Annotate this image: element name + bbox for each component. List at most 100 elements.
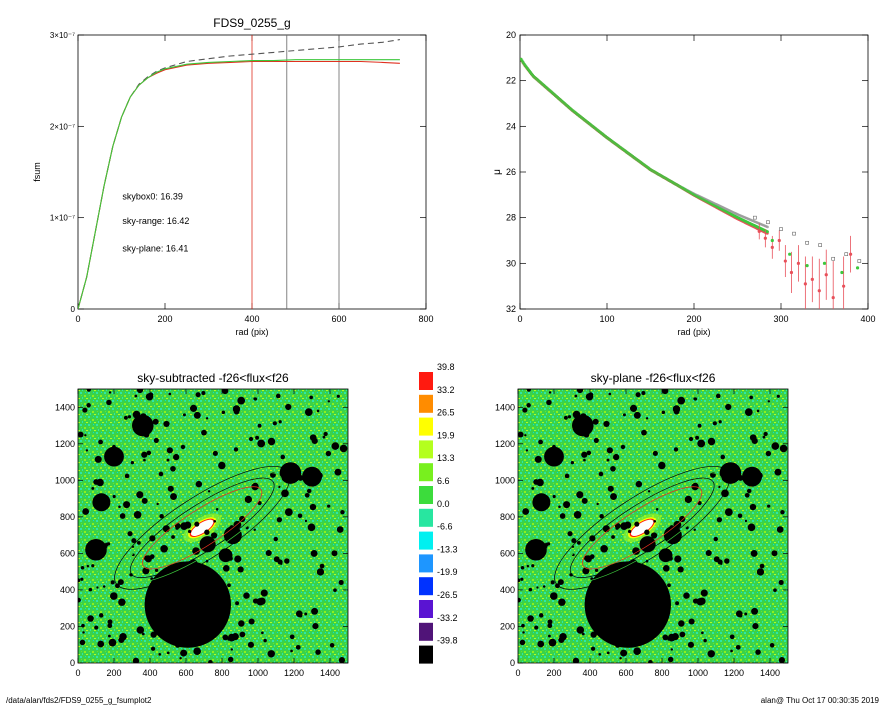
star-mask <box>645 417 649 420</box>
star-mask <box>78 431 84 438</box>
aperture-ellipse <box>114 465 291 590</box>
star-mask-large <box>572 414 594 437</box>
star-mask <box>237 566 244 573</box>
colorbar-swatch-0 <box>419 372 433 390</box>
star-mask <box>650 532 658 539</box>
star-mask <box>521 623 525 628</box>
star-mask <box>93 479 100 485</box>
star-mask <box>620 522 629 531</box>
colorbar-swatch-1 <box>419 394 433 413</box>
colorbar-swatch-12 <box>419 645 433 664</box>
star-mask <box>88 587 93 592</box>
star-mask <box>247 641 255 648</box>
star-mask <box>779 444 788 453</box>
image-title: sky-plane -f26<flux<f26 <box>591 371 716 385</box>
star-mask <box>322 435 326 439</box>
star-mask <box>339 444 348 453</box>
outer-point <box>796 261 801 265</box>
star-mask <box>518 597 521 603</box>
star-mask <box>227 656 234 663</box>
colorbar-label-0: 39.8 <box>437 362 455 372</box>
star-mask <box>91 486 95 490</box>
star-mask <box>278 420 282 424</box>
star-mask <box>316 409 320 413</box>
star-mask <box>331 550 338 557</box>
star-mask <box>531 564 535 568</box>
star-mask <box>136 626 145 634</box>
y-tick-label: 0 <box>71 305 76 314</box>
star-mask <box>106 399 112 406</box>
y-tick-label: 30 <box>506 258 516 268</box>
image-sky-plane: sky-plane -f26<flux<f26 0 200 400 600 800 1000… <box>495 371 789 678</box>
star-mask <box>594 568 599 573</box>
star-mask <box>598 471 604 477</box>
star-mask <box>304 519 308 523</box>
x-tick-label: 200 <box>106 668 121 678</box>
star-mask <box>522 508 530 515</box>
star-mask <box>248 618 255 625</box>
star-mask <box>227 637 231 641</box>
star-mask <box>275 393 281 399</box>
star-mask <box>280 454 286 460</box>
galaxy <box>183 513 222 543</box>
star-mask <box>233 447 239 452</box>
x-tick-label: 200 <box>546 668 561 678</box>
y-tick-label: 800 <box>60 512 75 522</box>
star-mask <box>256 597 265 606</box>
x-tick-label: 800 <box>418 314 433 324</box>
star-mask <box>538 613 544 618</box>
star-mask <box>329 643 335 648</box>
star-mask <box>265 549 272 557</box>
star-mask <box>201 391 206 396</box>
star-mask <box>678 620 685 627</box>
star-mask-large <box>85 538 107 561</box>
star-mask <box>522 407 528 413</box>
star-mask <box>531 486 535 490</box>
star-mask <box>173 453 180 461</box>
star-mask <box>289 634 295 640</box>
star-mask <box>91 564 95 568</box>
star-mask <box>304 612 308 616</box>
star-mask <box>755 649 761 655</box>
star-mask <box>688 618 695 625</box>
star-mask <box>153 437 159 444</box>
star-mask <box>771 550 778 557</box>
y-tick-label: 2×10⁻⁷ <box>50 122 75 131</box>
star-mask <box>606 458 610 462</box>
star-mask <box>327 400 331 403</box>
star-mask <box>117 579 124 586</box>
colorbar-label-9: -19.9 <box>437 567 458 577</box>
star-mask <box>598 652 602 656</box>
star-mask <box>82 407 88 413</box>
star-mask-large <box>532 493 551 512</box>
outer-point <box>849 252 853 256</box>
star-mask <box>277 559 283 565</box>
x-tick-label: 600 <box>618 668 633 678</box>
star-mask <box>679 631 686 638</box>
x-tick-label: 100 <box>599 314 614 324</box>
star-mask <box>323 431 328 437</box>
star-mask <box>721 489 729 498</box>
y-tick-label: 1400 <box>495 402 515 412</box>
star-mask <box>150 646 156 651</box>
star-mask <box>744 492 750 498</box>
star-mask <box>667 637 671 641</box>
star-mask <box>273 536 278 542</box>
star-mask <box>304 408 313 416</box>
star-mask <box>270 471 276 478</box>
aperture-ellipse <box>554 465 731 590</box>
star-mask <box>695 435 700 440</box>
chart-fsum: FDS9_0255_g 0 200 400 600 800 0 1×10⁻⁷ 2×10⁻⁷ 3×1… <box>32 16 434 337</box>
star-mask <box>679 515 686 523</box>
star-mask <box>218 461 226 470</box>
star-mask <box>230 648 233 651</box>
star-mask <box>158 471 164 477</box>
x-tick-label: 0 <box>517 314 522 324</box>
x-tick-label: 600 <box>178 668 193 678</box>
star-mask <box>518 431 524 438</box>
star-mask <box>780 509 785 515</box>
star-mask <box>295 644 301 650</box>
star-mask <box>738 613 743 618</box>
star-mask <box>548 391 552 394</box>
y-tick-label: 0 <box>510 658 515 668</box>
